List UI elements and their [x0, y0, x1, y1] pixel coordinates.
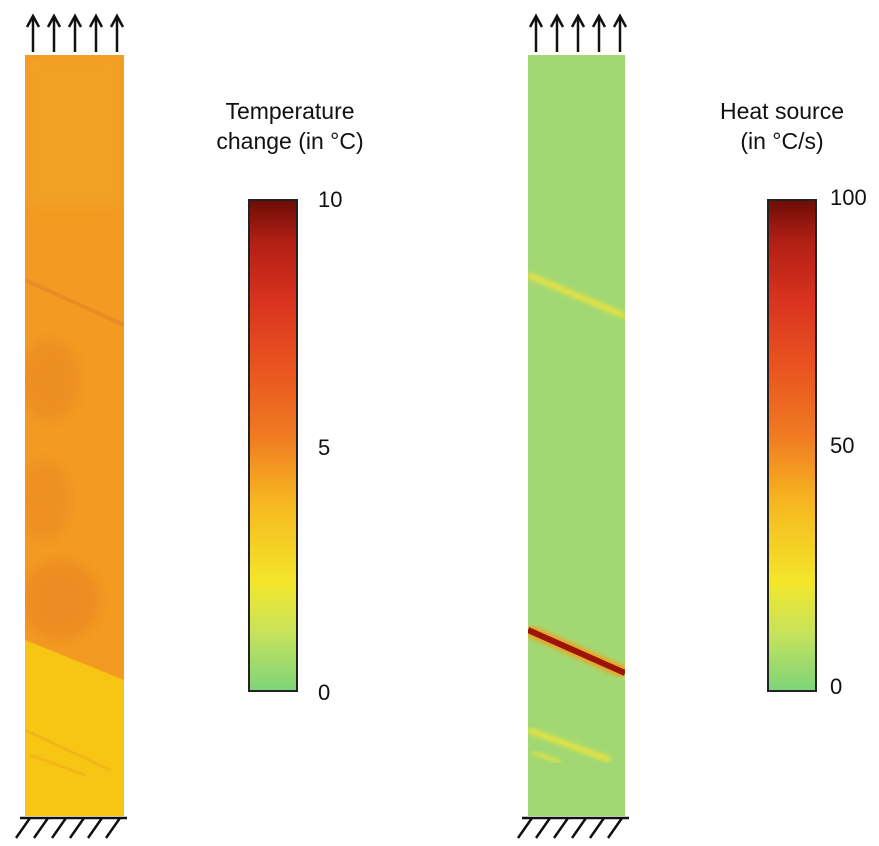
fixed-support-right	[518, 818, 629, 838]
temperature-specimen	[20, 55, 124, 816]
temperature-title-line2: change (in °C)	[190, 126, 390, 156]
heat-source-colorbar	[767, 199, 817, 692]
heat-source-specimen	[528, 55, 625, 816]
temperature-tick-min: 0	[318, 682, 330, 704]
temperature-colorbar	[248, 199, 298, 692]
temperature-tick-mid: 5	[318, 437, 330, 459]
heat-source-tick-max: 100	[830, 187, 867, 209]
temperature-title-line1: Temperature	[190, 96, 390, 126]
temperature-colorbar-title: Temperature change (in °C)	[190, 96, 390, 156]
fixed-support-left	[16, 818, 127, 838]
temperature-tick-max: 10	[318, 189, 342, 211]
heat-source-title-line1: Heat source	[682, 96, 879, 126]
heat-source-title-line2: (in °C/s)	[682, 126, 879, 156]
heat-source-tick-min: 0	[830, 676, 842, 698]
load-arrows-right	[530, 16, 626, 52]
heat-source-colorbar-title: Heat source (in °C/s)	[682, 96, 879, 156]
heat-source-tick-mid: 50	[830, 435, 854, 457]
load-arrows-left	[27, 16, 123, 52]
